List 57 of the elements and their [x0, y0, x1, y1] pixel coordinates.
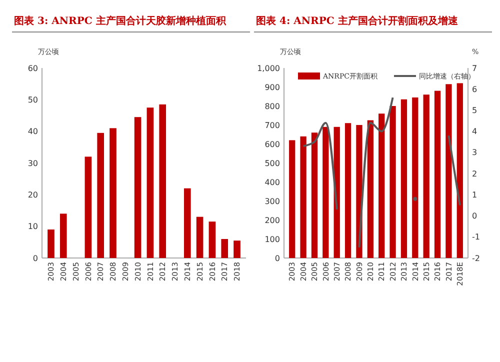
y2-tick-label: 0 [472, 212, 478, 221]
y-tick-label: 900 [264, 82, 280, 92]
bar [322, 126, 329, 258]
bar [367, 120, 374, 258]
y-tick-label: 20 [28, 190, 38, 200]
bar [110, 128, 116, 258]
bar [84, 156, 92, 258]
y2-tick-label: 5 [472, 106, 478, 116]
bar [234, 240, 240, 258]
y-tick-label: 500 [264, 158, 280, 168]
bar [221, 239, 228, 258]
bar [311, 132, 318, 258]
y-tick-label: 800 [264, 102, 280, 111]
y-tick-label: 400 [264, 178, 280, 187]
bar [208, 222, 216, 258]
y-tick-label: 0 [32, 254, 38, 263]
bar [97, 132, 104, 258]
bar [446, 84, 452, 258]
y2-tick-label: 2 [472, 169, 478, 178]
y2-tick-label: 6 [472, 84, 478, 94]
bar [184, 188, 191, 258]
bar [60, 214, 67, 258]
bar [134, 117, 142, 258]
bar [196, 216, 204, 258]
bar [300, 136, 306, 258]
bar [423, 94, 430, 258]
y-tick-label: 700 [264, 120, 280, 130]
y2-tick-label: 1 [472, 190, 478, 200]
bar [48, 230, 54, 258]
bar [412, 97, 418, 258]
bar [146, 108, 154, 258]
y2-tick-label: 4 [472, 127, 478, 136]
y-tick-label: 50 [28, 95, 38, 104]
y2-tick-label: -2 [472, 254, 480, 263]
y-tick-label: 40 [28, 127, 38, 136]
y2-tick-label: 3 [472, 148, 478, 158]
chart-title: 图表 3: ANRPC 主产国合计天胶新增种植面积 [14, 15, 227, 27]
y-tick-label: 1,000 [257, 64, 280, 73]
bar [159, 104, 166, 258]
y-tick-label: 100 [264, 234, 280, 244]
y-tick-label: 0 [274, 254, 280, 263]
y-tick-label: 10 [28, 222, 38, 232]
y2-tick-label: 7 [472, 64, 478, 73]
y-tick-label: 30 [28, 158, 38, 168]
bar [378, 114, 385, 258]
y-tick-label: 300 [264, 196, 280, 206]
bar [390, 106, 396, 258]
y-tick-label: 60 [28, 64, 38, 73]
bar [289, 140, 296, 258]
y-tick-label: 200 [264, 216, 280, 225]
bar [344, 123, 352, 258]
bar [400, 99, 408, 258]
chart-title: 图表 4: ANRPC 主产国合计开割面积及增速 [256, 15, 459, 27]
bar [434, 90, 441, 258]
bar [456, 83, 463, 258]
y-tick-label: 600 [264, 140, 280, 149]
y2-tick-label: -1 [472, 232, 480, 242]
